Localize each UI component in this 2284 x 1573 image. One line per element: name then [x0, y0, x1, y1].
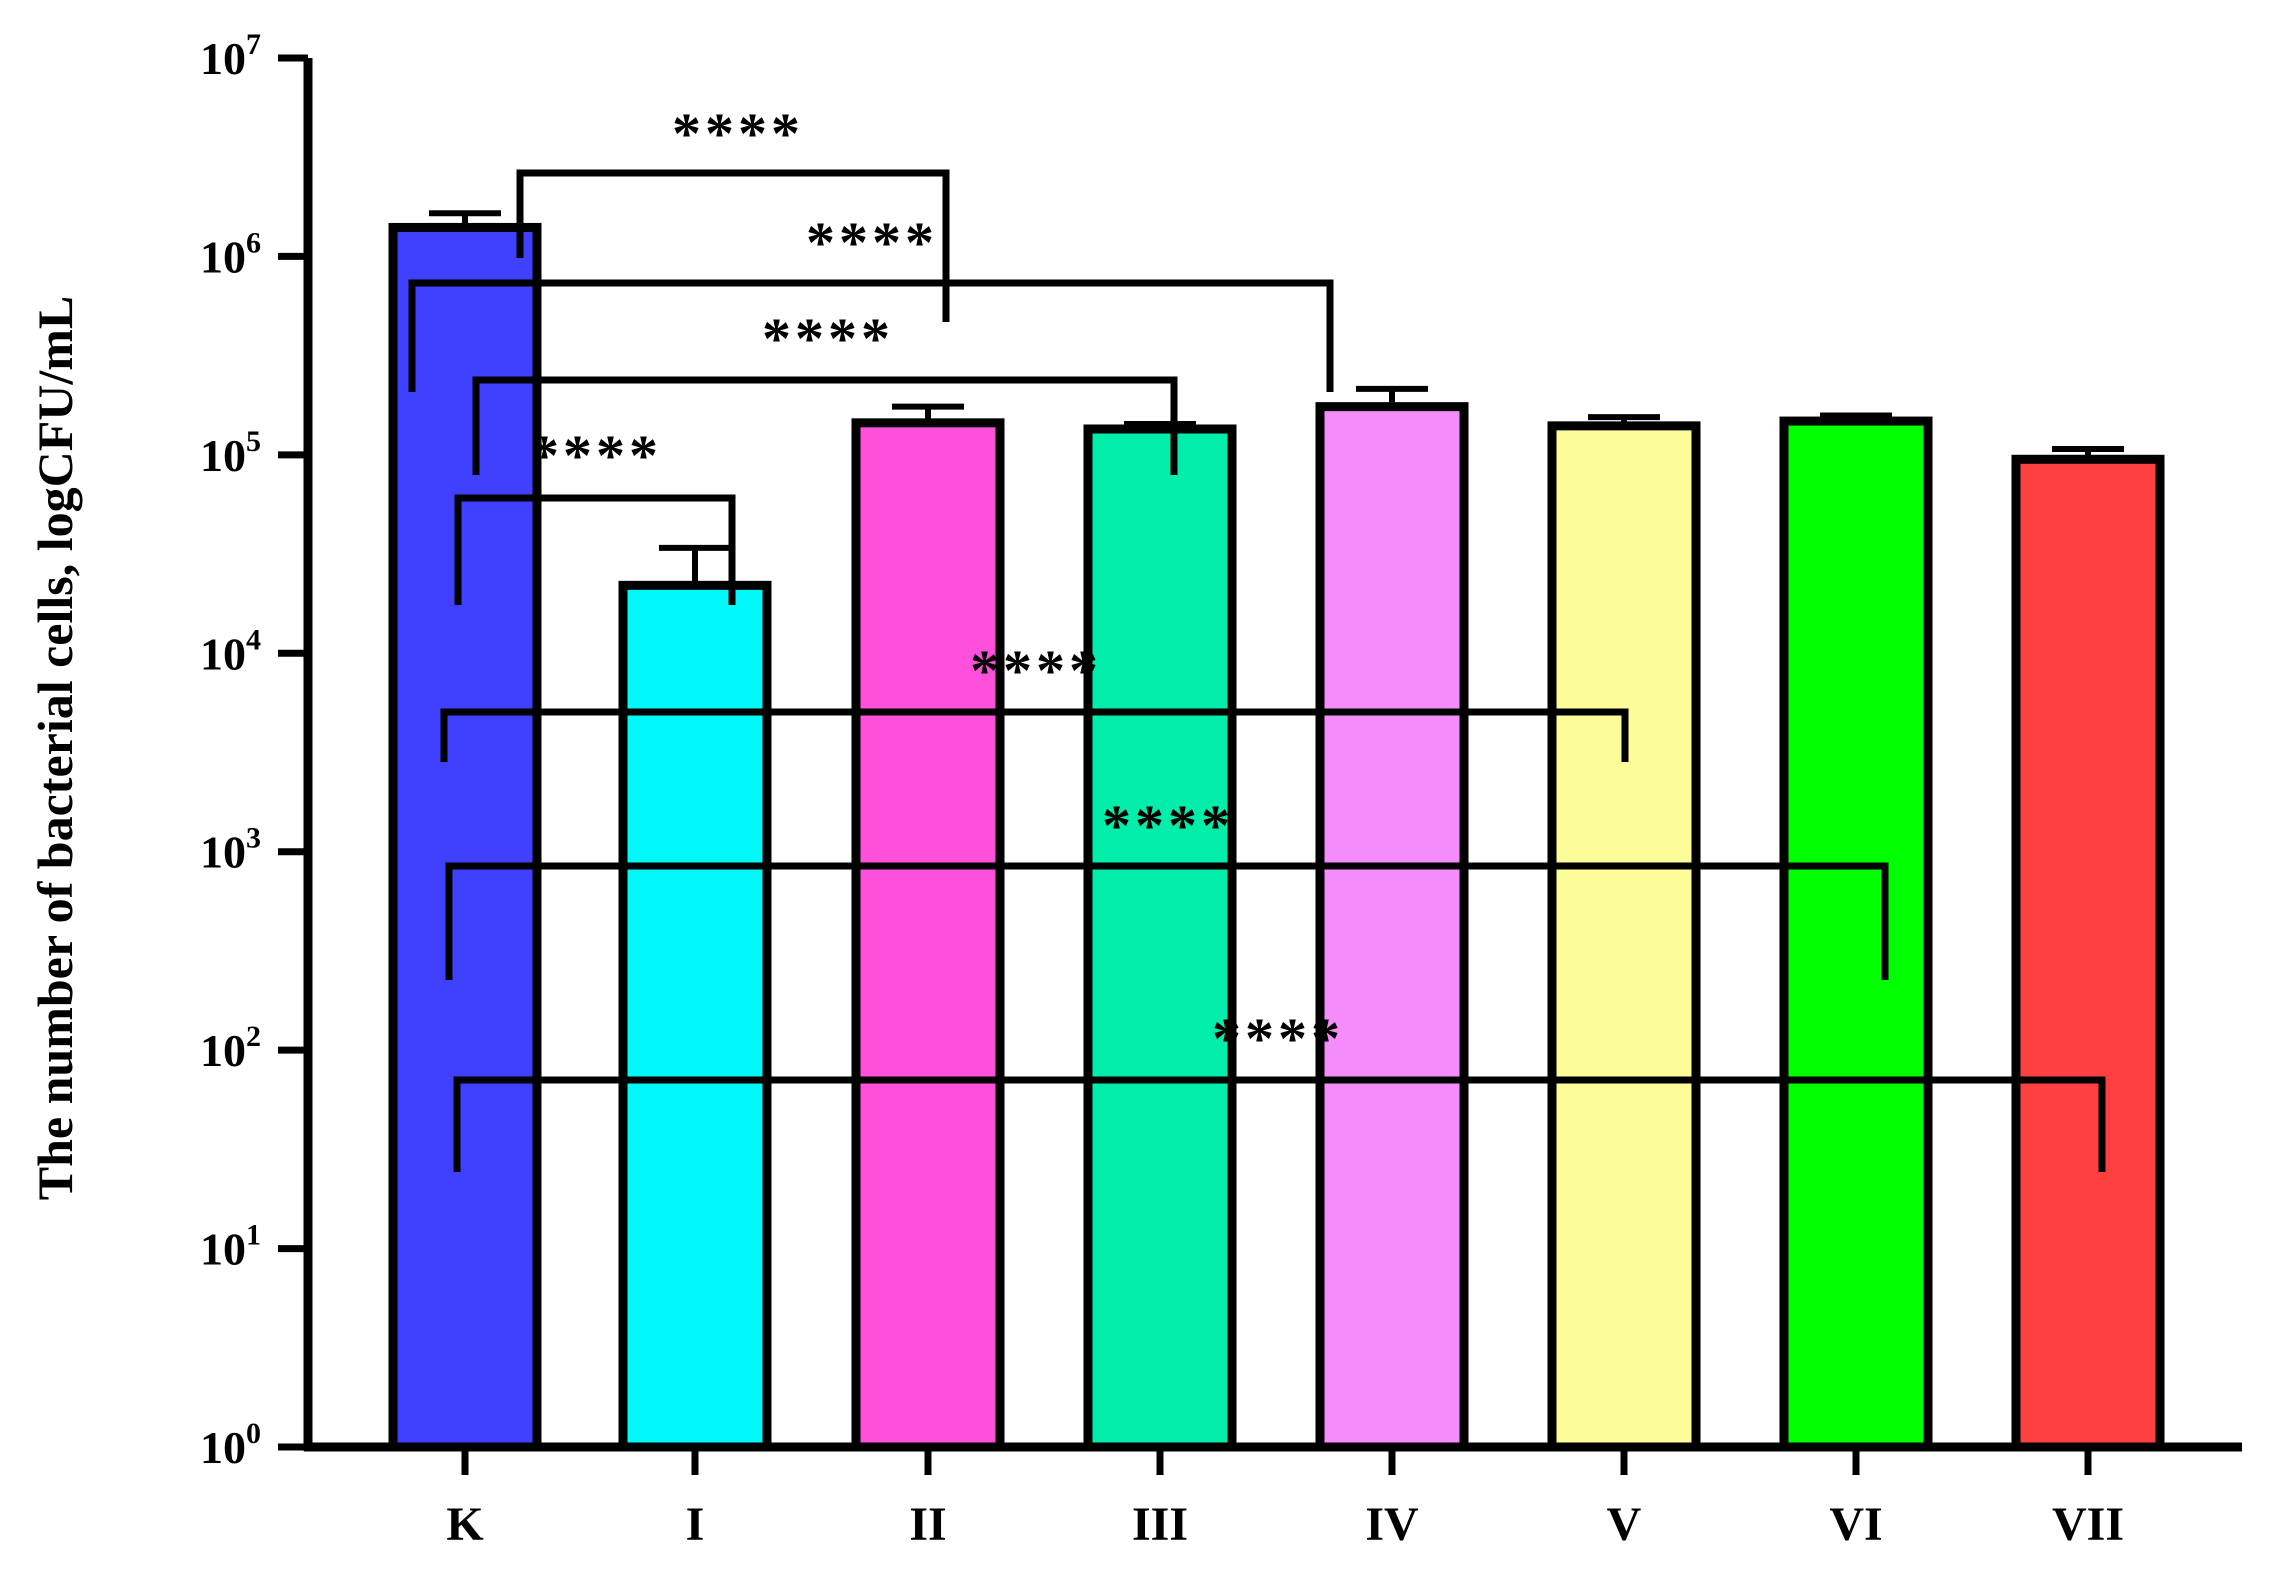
significance-bracket-K-VII: [453, 1076, 2106, 1172]
significance-bracket-K-V: [440, 708, 1629, 762]
y-tick-label: 106: [200, 226, 261, 282]
significance-bracket-K-I: [454, 494, 736, 605]
y-tick-label: 103: [200, 822, 261, 878]
bar-I: [618, 580, 772, 1452]
y-tick-label: 102: [200, 1020, 261, 1076]
x-tick-label-III: III: [1132, 1498, 1188, 1551]
significance-label-K-IV: ****: [806, 210, 938, 275]
significance-label-K-V: ****: [970, 638, 1102, 703]
y-tick-label: 104: [200, 623, 261, 679]
bar-VI: [1779, 416, 1933, 1452]
significance-bracket-K-IV: [408, 279, 1334, 392]
significance-label-K-II: ****: [672, 101, 804, 166]
significance-label-K-VII: ****: [1212, 1006, 1344, 1071]
significance-label-K-III: ****: [762, 306, 894, 371]
error-bars-group: [429, 210, 2124, 586]
bar-IV: [1315, 402, 1469, 1452]
x-tick-label-IV: IV: [1365, 1498, 1419, 1551]
bar-III: [1083, 424, 1237, 1452]
x-tick-label-VII: VII: [2052, 1498, 2124, 1551]
significance-bracket-K-II: [516, 169, 950, 322]
bars-group: [388, 222, 2165, 1452]
x-tick-label-V: V: [1607, 1498, 1642, 1551]
y-tick-label: 100: [200, 1417, 261, 1473]
significance-label-K-VI: ****: [1102, 793, 1234, 858]
x-tick-label-II: II: [909, 1498, 946, 1551]
y-tick-label: 107: [200, 28, 261, 84]
y-axis-title: The number of bacterial cells, logCFU/mL: [27, 296, 83, 1201]
x-tick-label-I: I: [686, 1498, 705, 1551]
bar-K: [388, 222, 542, 1452]
significance-bracket-K-VI: [445, 862, 1889, 980]
significance-group: ****************************: [408, 101, 2106, 1172]
bar-II: [851, 418, 1005, 1452]
bar-V: [1547, 421, 1701, 1452]
x-tick-label-K: K: [446, 1498, 483, 1551]
bar-VII: [2011, 454, 2165, 1452]
y-tick-label: 105: [200, 425, 261, 481]
y-tick-label: 101: [200, 1219, 261, 1275]
significance-label-K-I: ****: [530, 423, 662, 488]
x-tick-label-VI: VI: [1829, 1498, 1882, 1551]
significance-bracket-K-III: [472, 376, 1178, 475]
